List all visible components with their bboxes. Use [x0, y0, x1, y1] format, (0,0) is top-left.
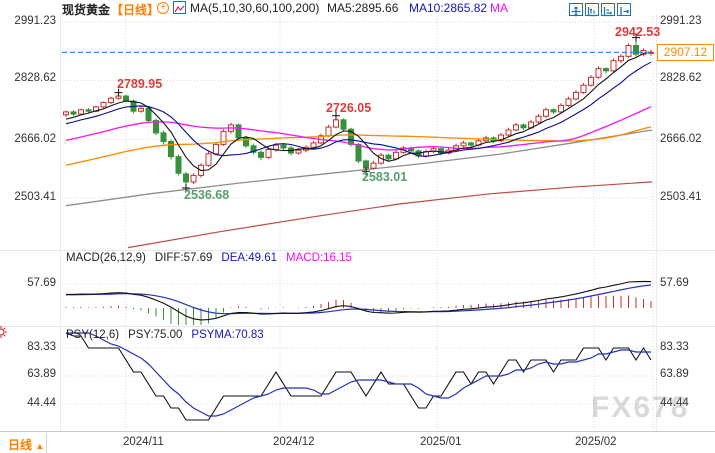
low-price-annotation: 2583.01: [362, 170, 408, 184]
current-price-badge: 2907.12: [657, 44, 714, 61]
y-axis-label: 83.33: [27, 341, 56, 353]
chevron-up-icon: ▲: [35, 441, 45, 451]
ma5-value: MA5:2895.66: [327, 1, 399, 15]
reset-zoom-icon[interactable]: [617, 3, 631, 16]
y-axis-label: 2991.23: [660, 15, 702, 27]
axis-divider: [60, 14, 61, 431]
zoom-x-axis-icon[interactable]: [601, 3, 615, 17]
y-axis-label: 2828.62: [660, 72, 702, 84]
y-axis-label: 44.44: [27, 397, 56, 409]
period-label: 日线: [8, 438, 33, 452]
high-price-annotation: 2789.95: [117, 77, 163, 91]
y-axis-label: 44.44: [660, 397, 689, 409]
ma10-value: MA10:2865.82: [409, 1, 488, 15]
high-price-annotation: 2726.05: [326, 101, 372, 115]
symbol-title: 现货黄金: [62, 3, 111, 17]
macd-value: MACD:16.15: [286, 252, 352, 264]
macd-dea-value: DEA:49.61: [221, 252, 278, 264]
low-price-annotation: 2536.68: [184, 188, 230, 202]
fx678-watermark: FX678: [591, 391, 690, 424]
psy-params-label: PSY(12,6): [66, 329, 120, 341]
psy-value: PSY:75.00: [128, 329, 183, 341]
period-tag[interactable]: 【日线】: [111, 3, 160, 17]
y-axis-label: 83.33: [660, 341, 689, 353]
psy-header: PSY(12,6) PSY:75.00 PSYMA:70.83: [66, 329, 264, 341]
y-axis-label: 2991.23: [14, 15, 56, 27]
high-price-annotation: 2942.53: [615, 25, 661, 39]
panel-divider: [0, 326, 715, 327]
ma30-value-truncated: MA: [490, 1, 508, 15]
macd-diff-value: DIFF:57.69: [154, 252, 213, 264]
psyma-value: PSYMA:70.83: [191, 329, 264, 341]
axis-divider: [656, 14, 657, 431]
pan-icon[interactable]: [569, 3, 583, 17]
x-axis-label: 2025/01: [420, 436, 462, 448]
x-axis-label: 2025/02: [575, 436, 617, 448]
period-selector[interactable]: 日线 ▲: [8, 436, 44, 453]
y-axis-label: 2828.62: [14, 72, 56, 84]
panel-divider: [0, 250, 715, 251]
y-axis-label: 2503.41: [14, 191, 56, 203]
macd-header: MACD(26,12,9) DIFF:57.69 DEA:49.61 MACD:…: [66, 252, 352, 264]
time-axis-bar: 日线 ▲ 2024/11 2024/12 2025/01 2025/02: [0, 431, 715, 453]
y-axis-label: 57.69: [27, 277, 56, 289]
x-axis-label: 2024/11: [123, 436, 164, 448]
y-axis-label: 63.89: [660, 368, 689, 380]
macd-params-label: MACD(26,12,9): [66, 252, 146, 264]
y-axis-label: 2503.41: [660, 191, 702, 203]
add-symbol-icon[interactable]: +: [157, 2, 169, 14]
settings-icon[interactable]: [0, 325, 8, 344]
zoom-y-axis-icon[interactable]: [585, 3, 599, 17]
y-axis-label: 57.69: [660, 277, 689, 289]
ma-params-label: MA(5,10,30,60,100,200): [190, 1, 320, 15]
footer-divider: [46, 433, 47, 453]
y-axis-label: 2666.02: [14, 133, 56, 145]
x-axis-label: 2024/12: [273, 436, 315, 448]
y-axis-label: 63.89: [27, 368, 56, 380]
y-axis-label: 2666.02: [660, 133, 702, 145]
chart-type-icon[interactable]: [173, 1, 186, 14]
